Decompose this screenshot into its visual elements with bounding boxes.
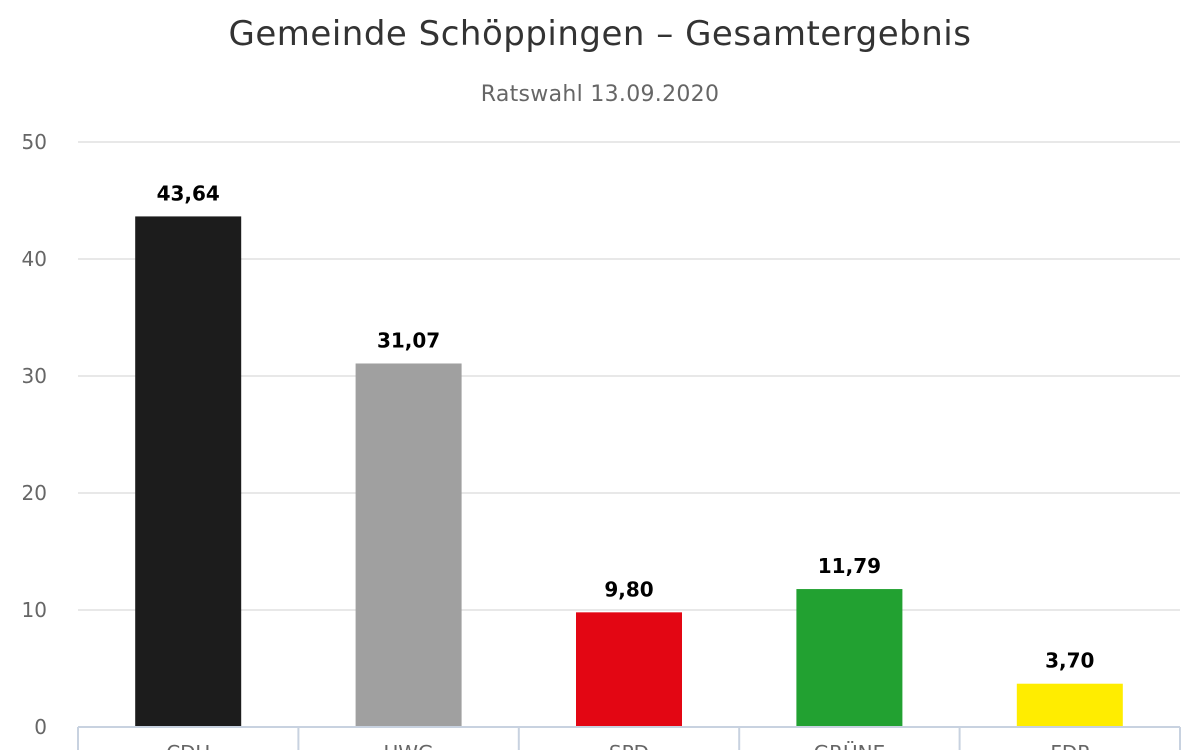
chart-subtitle: Ratswahl 13.09.2020	[480, 82, 720, 107]
y-tick-label: 10	[22, 598, 47, 622]
y-axis-ticks: 0 10 20 30 40 50	[22, 130, 47, 739]
y-tick-label: 40	[22, 247, 47, 271]
data-label-cdu: 43,64	[157, 181, 220, 205]
x-tick-label: SPD	[609, 741, 649, 750]
x-tick-label: UWG	[384, 741, 434, 750]
chart-title: Gemeinde Schöppingen – Gesamtergebnis	[228, 14, 972, 54]
grid-lines	[78, 141, 1180, 611]
y-tick-label: 0	[34, 715, 47, 739]
x-axis: CDU UWG SPD GRÜNE FDP	[77, 726, 1181, 750]
data-label-spd: 9,80	[604, 577, 653, 601]
data-labels: 43,64 31,07 9,80 11,79 3,70	[157, 181, 1095, 672]
bar-spd	[576, 612, 682, 727]
x-tick-label: CDU	[166, 741, 210, 750]
data-label-fdp: 3,70	[1045, 649, 1094, 673]
x-tick-label: GRÜNE	[814, 741, 886, 750]
bar-cdu	[135, 216, 242, 728]
y-tick-label: 30	[22, 364, 47, 388]
data-label-grüne: 11,79	[818, 554, 881, 578]
x-tick-label: FDP	[1050, 741, 1089, 750]
y-tick-label: 50	[22, 130, 47, 154]
y-tick-label: 20	[22, 481, 47, 505]
bar-uwg	[355, 363, 462, 727]
bars	[135, 216, 1123, 728]
bar-grüne	[796, 589, 903, 727]
bar-fdp	[1016, 683, 1123, 727]
data-label-uwg: 31,07	[377, 328, 440, 352]
